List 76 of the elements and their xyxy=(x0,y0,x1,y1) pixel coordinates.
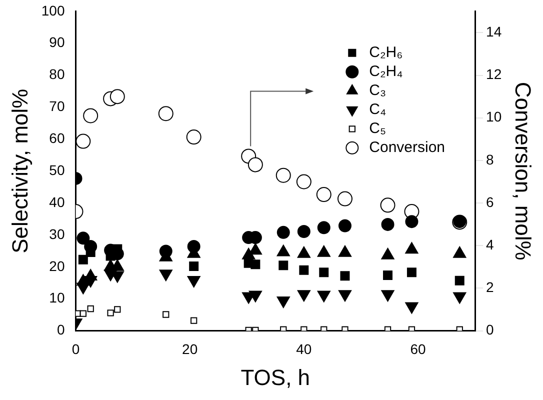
point xyxy=(316,187,332,202)
y-tick-label: 100 xyxy=(41,2,65,18)
x-tick-label: 40 xyxy=(296,341,312,358)
point xyxy=(454,276,464,286)
point xyxy=(76,134,91,149)
point xyxy=(158,106,174,122)
point xyxy=(300,326,308,331)
legend-label: Conversion xyxy=(369,139,446,156)
point xyxy=(280,326,287,331)
point xyxy=(187,240,200,253)
point xyxy=(110,89,125,104)
x-axis-title: TOS, h xyxy=(240,364,310,390)
y-tick-label: 40 xyxy=(49,194,65,210)
point xyxy=(162,311,170,318)
point xyxy=(248,157,263,172)
point xyxy=(380,198,396,213)
y-tick-label: 80 xyxy=(49,66,65,82)
point xyxy=(406,268,416,278)
point xyxy=(278,260,288,270)
point xyxy=(296,174,312,190)
x-tick-label: 0 xyxy=(72,341,80,358)
legend-label: C₄ xyxy=(369,101,386,118)
y-tick-label: 90 xyxy=(49,34,65,50)
point xyxy=(338,219,352,232)
y2-axis-title: Conversion, mol% xyxy=(510,82,536,260)
point xyxy=(297,224,310,238)
point xyxy=(78,254,88,264)
point xyxy=(87,305,94,312)
point xyxy=(383,270,392,280)
y2-tick-label: 10 xyxy=(486,108,502,125)
point xyxy=(80,310,86,317)
point xyxy=(107,310,114,316)
y-tick-label: 50 xyxy=(49,162,65,178)
point xyxy=(405,215,418,228)
y2-tick-label: 12 xyxy=(486,66,502,82)
point xyxy=(320,326,328,331)
point xyxy=(342,326,348,331)
y2-tick-label: 6 xyxy=(486,194,494,210)
y-tick-label: 60 xyxy=(49,130,65,146)
point xyxy=(84,240,98,253)
point xyxy=(319,268,329,278)
x-tick-label: 60 xyxy=(410,341,426,358)
legend-label: C₃ xyxy=(369,82,386,100)
y-tick-label: 10 xyxy=(49,290,65,306)
point xyxy=(337,191,352,206)
point xyxy=(189,262,199,272)
point xyxy=(190,317,198,324)
point xyxy=(381,218,394,231)
y2-tick-label: 4 xyxy=(486,236,494,252)
point xyxy=(317,221,330,234)
point xyxy=(299,265,309,275)
y-tick-label: 20 xyxy=(49,258,65,274)
y2-tick-label: 0 xyxy=(486,322,494,338)
point xyxy=(276,226,290,239)
legend-label: C₂H₆ xyxy=(369,44,403,62)
point xyxy=(84,269,98,280)
point xyxy=(76,274,90,286)
y-tick-label: 70 xyxy=(49,98,65,114)
y2-tick-label: 2 xyxy=(486,279,494,296)
point xyxy=(456,326,463,331)
y-axis-title: Selectivity, mol% xyxy=(7,88,32,254)
legend-label: C₂H₄ xyxy=(369,63,403,80)
point xyxy=(340,271,350,281)
point xyxy=(276,168,291,183)
point xyxy=(159,244,172,258)
y-tick-label: 0 xyxy=(56,322,65,338)
point xyxy=(83,108,98,124)
point xyxy=(76,232,90,245)
x-tick-label: 20 xyxy=(182,341,198,358)
point xyxy=(114,306,121,313)
point xyxy=(250,260,260,270)
point xyxy=(186,130,202,145)
legend-label: C₅ xyxy=(369,120,386,138)
y-tick-label: 30 xyxy=(49,226,65,242)
y2-tick-label: 14 xyxy=(486,24,502,40)
y2-tick-label: 8 xyxy=(486,151,494,168)
